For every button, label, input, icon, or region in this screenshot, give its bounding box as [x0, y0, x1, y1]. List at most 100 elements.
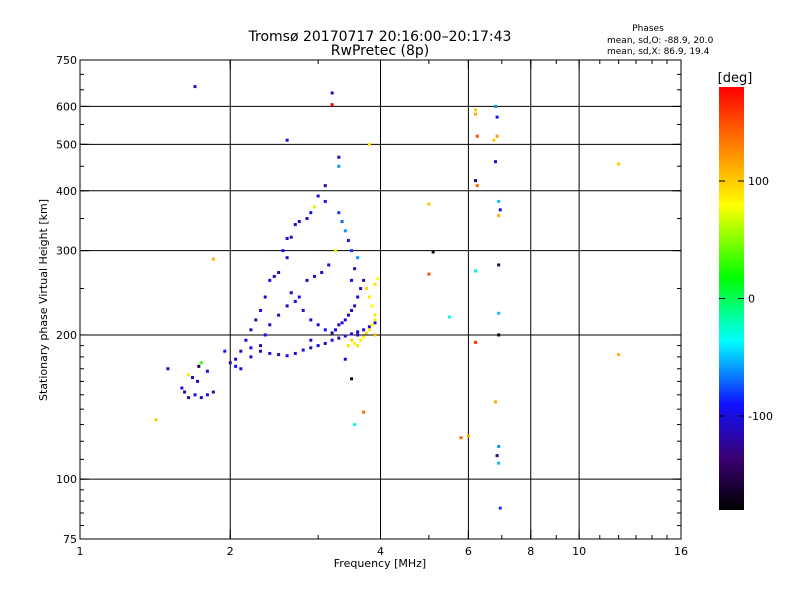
data-point — [356, 295, 360, 299]
y-axis-label: Stationary phase Virtual Height [km] — [37, 199, 50, 401]
data-point — [427, 272, 431, 276]
data-point — [320, 271, 324, 275]
data-point — [350, 249, 354, 253]
data-point — [359, 287, 363, 291]
data-point — [327, 263, 331, 267]
data-point — [316, 194, 320, 198]
data-point — [356, 330, 360, 334]
data-point — [373, 333, 377, 337]
data-point — [495, 134, 499, 138]
data-point — [285, 304, 289, 308]
data-point — [353, 304, 357, 308]
data-point — [323, 328, 327, 332]
data-point — [475, 184, 479, 188]
y-tick-label: 600 — [56, 100, 77, 113]
data-point — [196, 379, 200, 383]
data-point — [305, 278, 309, 282]
data-point — [268, 323, 272, 327]
data-point — [497, 333, 501, 337]
data-point — [350, 338, 354, 342]
data-point — [494, 104, 498, 108]
data-point — [166, 367, 170, 371]
data-point — [187, 396, 191, 400]
data-point — [353, 267, 357, 271]
stats-o: mean, sd,O: -88.9, 20.0 — [607, 36, 714, 46]
chart-subtitle: RwPretec (8p) — [331, 43, 429, 59]
data-point — [199, 396, 203, 400]
data-point — [309, 211, 313, 215]
data-point — [370, 304, 374, 308]
data-point — [376, 277, 380, 281]
data-point — [228, 361, 232, 365]
data-point — [343, 334, 347, 338]
data-point — [285, 236, 289, 240]
data-point — [309, 318, 313, 322]
data-point — [497, 444, 501, 448]
data-point — [297, 220, 301, 224]
data-point — [249, 346, 253, 350]
data-point — [249, 328, 253, 332]
x-tick-label: 16 — [674, 545, 688, 558]
data-point — [495, 115, 499, 119]
data-point — [617, 353, 621, 357]
data-point — [373, 321, 377, 325]
data-point — [239, 349, 243, 353]
y-tick-label: 75 — [63, 533, 77, 546]
data-point — [285, 138, 289, 142]
data-point — [323, 199, 327, 203]
y-tick-label: 750 — [56, 54, 77, 67]
data-point — [356, 256, 360, 260]
data-point — [337, 164, 341, 168]
colorbar-ticks: 100 0 -100 — [719, 175, 773, 423]
data-point — [617, 162, 621, 166]
data-point — [367, 325, 371, 329]
colorbar-label: [deg] — [718, 71, 753, 86]
data-point — [466, 434, 470, 438]
data-point — [330, 91, 334, 95]
data-point — [193, 393, 197, 397]
data-point — [234, 364, 238, 368]
data-point — [211, 390, 215, 394]
data-point — [281, 249, 285, 253]
data-point — [495, 454, 499, 458]
data-point — [497, 214, 501, 218]
axis-ticks: 1 2 4 6 8 10 16 75 100 200 300 400 500 600 750 — [56, 54, 688, 558]
data-point — [498, 506, 502, 510]
data-point — [333, 328, 337, 332]
data-point — [343, 357, 347, 361]
data-point — [259, 349, 263, 353]
y-tick-label: 200 — [56, 329, 77, 342]
data-point — [373, 282, 377, 286]
data-point — [263, 333, 267, 337]
data-point — [459, 436, 463, 440]
data-point — [211, 257, 215, 261]
data-point — [285, 256, 289, 260]
data-point — [427, 202, 431, 206]
data-point — [289, 291, 293, 295]
data-point — [340, 321, 344, 325]
y-tick-label: 500 — [56, 138, 77, 151]
data-point — [497, 461, 501, 465]
data-point — [337, 211, 341, 215]
data-point — [362, 335, 366, 339]
data-point — [497, 263, 501, 267]
data-point — [183, 390, 187, 394]
data-point — [277, 353, 281, 357]
data-point — [350, 332, 354, 336]
data-point — [205, 369, 209, 373]
data-point — [356, 333, 360, 337]
data-point — [448, 315, 452, 319]
data-point — [285, 354, 289, 358]
data-point — [244, 338, 248, 342]
y-tick-label: 400 — [56, 185, 77, 198]
data-point — [473, 269, 477, 273]
data-point — [343, 318, 347, 322]
data-point — [367, 295, 371, 299]
data-point — [316, 323, 320, 327]
stats-header: Phases — [632, 24, 664, 34]
data-point — [475, 134, 479, 138]
y-tick-label: 300 — [56, 245, 77, 258]
data-point — [367, 328, 371, 332]
data-point — [346, 238, 350, 242]
data-point — [268, 351, 272, 355]
